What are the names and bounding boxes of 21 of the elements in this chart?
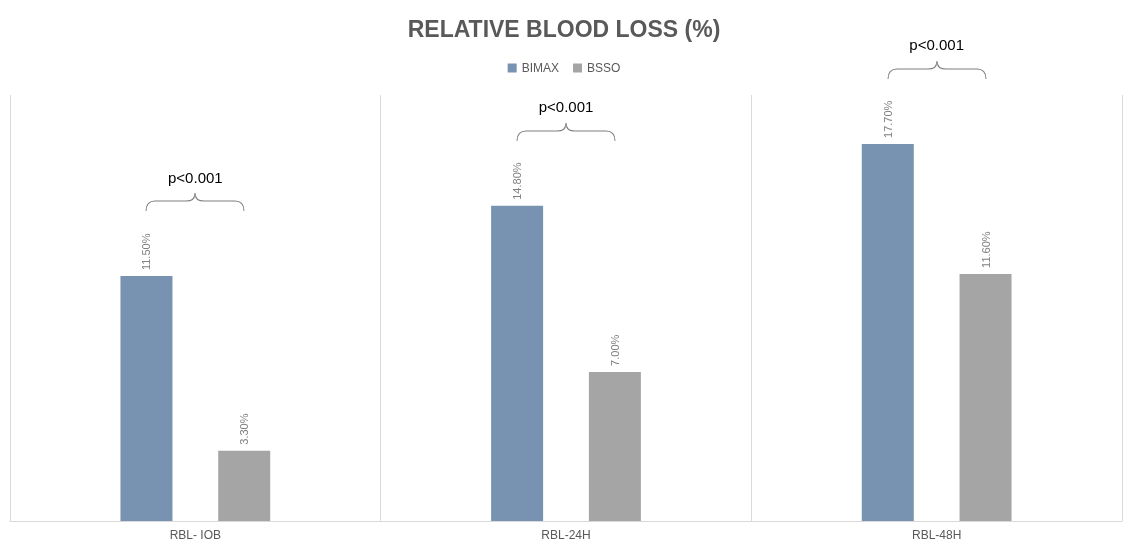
bar: [959, 273, 1012, 521]
data-label: 14.80%: [511, 162, 524, 200]
chart-title: RELATIVE BLOOD LOSS (%): [407, 15, 721, 42]
bar: [491, 205, 544, 521]
bar: [218, 450, 271, 521]
text: p<0.001: [538, 98, 594, 116]
data-label: 17.70%: [881, 100, 894, 138]
text: p<0.001: [909, 36, 964, 54]
bar: [120, 276, 173, 521]
data-label: 3.30%: [238, 413, 251, 445]
annotation: p<0.001: [168, 168, 223, 186]
x-tick-label: RBL-48H: [911, 528, 962, 542]
x-tick-label: RBL- IOB: [169, 528, 222, 542]
legend-label: BSSO: [587, 61, 621, 75]
data-label: 11.60%: [979, 231, 992, 268]
data-label: 11.50%: [140, 233, 153, 271]
bar: [588, 371, 641, 521]
legend-label: BIMAX: [521, 61, 559, 75]
data-label: 7.00%: [608, 334, 621, 366]
x-tick-label: RBL-24H: [541, 528, 591, 542]
bar: [861, 143, 914, 521]
